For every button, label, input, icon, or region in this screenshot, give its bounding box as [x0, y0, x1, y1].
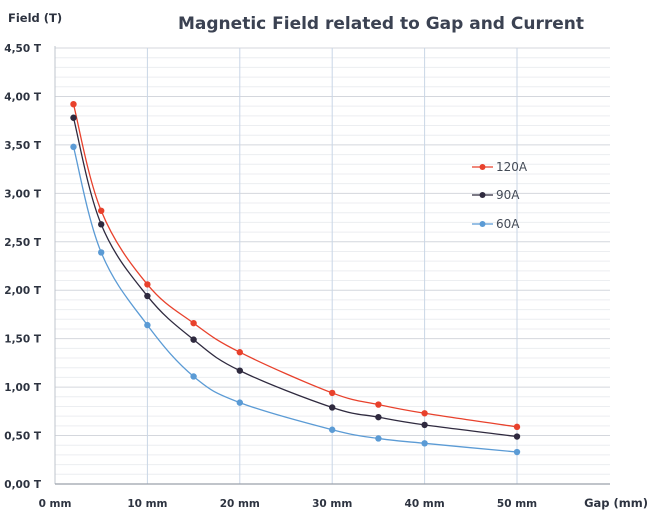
legend: 120A 90A 60A — [472, 160, 528, 231]
legend-marker — [479, 221, 486, 227]
data-point-90A — [144, 292, 151, 300]
data-point-60A — [236, 399, 243, 406]
data-point-60A — [144, 321, 151, 329]
legend-label: 60A — [496, 217, 520, 231]
data-point-90A — [329, 404, 336, 411]
data-point-60A — [375, 435, 382, 442]
y-tick-label: 2,00 T — [4, 285, 42, 297]
y-tick-label: 2,50 T — [4, 237, 42, 249]
x-tick-label: 50 mm — [497, 498, 537, 510]
data-point-120A — [144, 281, 151, 288]
data-point-120A — [375, 401, 382, 408]
y-tick-label: 1,50 T — [4, 334, 42, 346]
x-tick-label: 10 mm — [127, 498, 167, 510]
y-tick-label: 4,50 T — [4, 43, 42, 55]
data-point-60A — [70, 143, 77, 151]
data-point-90A — [421, 421, 428, 429]
y-tick-label: 3,00 T — [4, 188, 42, 200]
y-tick-label: 0,00 T — [4, 479, 42, 491]
data-point-60A — [190, 373, 197, 380]
data-point-90A — [513, 433, 521, 440]
y-tick-label: 4,00 T — [4, 91, 42, 103]
legend-marker — [479, 192, 486, 198]
x-tick-label: 20 mm — [220, 498, 260, 510]
series-line-120A — [72, 104, 518, 428]
chart-title: Magnetic Field related to Gap and Curren… — [178, 14, 584, 34]
y-tick-label: 0,50 T — [4, 431, 42, 443]
gridlines — [55, 47, 610, 484]
data-point-60A — [329, 426, 336, 433]
legend-label: 120A — [496, 160, 528, 174]
data-point-60A — [421, 440, 428, 447]
x-tick-label: 30 mm — [312, 498, 352, 510]
data-point-60A — [513, 448, 521, 456]
series-group — [70, 100, 521, 456]
data-point-90A — [375, 413, 382, 421]
x-tick-label: 0 mm — [39, 498, 72, 510]
legend-label: 90A — [496, 188, 520, 202]
y-tick-labels: 0,00 T 0,50 T 1,00 T 1,50 T 2,00 T 2,50 T 3,00… — [4, 43, 42, 491]
x-axis-label: Gap (mm) — [584, 496, 648, 510]
data-point-60A — [98, 249, 105, 256]
data-point-120A — [329, 389, 336, 397]
data-point-90A — [70, 114, 77, 121]
y-axis-label: Field (T) — [8, 11, 62, 25]
data-point-120A — [190, 319, 197, 327]
data-point-120A — [70, 100, 77, 108]
y-tick-label: 1,00 T — [4, 382, 42, 394]
data-point-120A — [98, 207, 105, 214]
legend-marker — [479, 164, 486, 170]
data-point-120A — [513, 423, 521, 431]
data-point-120A — [421, 410, 428, 417]
x-tick-labels: 0 mm 10 mm 20 mm 30 mm 40 mm 50 mm — [39, 498, 538, 510]
x-tick-label: 40 mm — [405, 498, 445, 510]
axes — [54, 46, 610, 485]
series-line-90A — [72, 117, 518, 438]
data-point-90A — [98, 221, 105, 228]
y-tick-label: 3,50 T — [4, 140, 42, 152]
data-point-120A — [236, 349, 243, 356]
data-point-90A — [190, 336, 197, 343]
data-point-90A — [236, 367, 243, 374]
